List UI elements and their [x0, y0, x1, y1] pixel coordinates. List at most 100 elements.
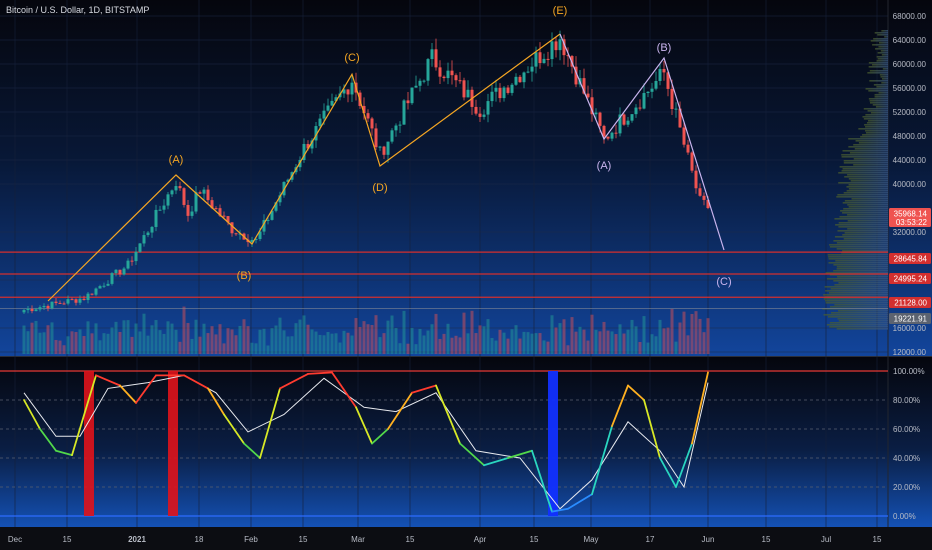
volume-bar [318, 334, 322, 354]
oscillator-line-segment [183, 374, 209, 390]
price-tick-label: 16000.00 [893, 324, 927, 333]
volume-bar [86, 321, 90, 354]
candle-body [518, 76, 522, 83]
profile-bar [837, 276, 888, 278]
candle-body [162, 205, 166, 210]
profile-bar [853, 164, 888, 166]
profile-bar [844, 232, 888, 234]
profile-bar [847, 214, 888, 216]
candle-body [526, 71, 530, 73]
profile-bar [855, 140, 888, 142]
oscillator-line-segment [55, 449, 73, 457]
time-tick-label: Mar [351, 535, 365, 544]
profile-bar [875, 106, 888, 108]
profile-bar [865, 126, 888, 128]
volume-bar [206, 333, 210, 354]
volume-bar [90, 333, 94, 354]
profile-bar [836, 196, 888, 198]
volume-bar [246, 326, 250, 354]
profile-bar [846, 190, 888, 192]
volume-bar [418, 328, 422, 354]
profile-bar [828, 262, 888, 264]
candle-body [238, 233, 242, 235]
candle-body [658, 68, 662, 81]
volume-bar [294, 323, 298, 354]
candle-body [122, 268, 126, 275]
candle-body [182, 188, 186, 205]
candle-body [682, 127, 686, 145]
candle-body [106, 283, 110, 286]
candle-body [50, 301, 54, 309]
volume-bar [42, 332, 46, 354]
price-tick-label: 64000.00 [893, 36, 927, 45]
oscillator-line-segment [591, 425, 613, 496]
candle-body [318, 118, 322, 127]
volume-bar [450, 337, 454, 354]
candle-body [438, 67, 442, 77]
volume-bar [74, 332, 78, 354]
candle-body [498, 87, 502, 99]
volume-bar [366, 324, 370, 354]
profile-bar [878, 42, 888, 44]
volume-bar [378, 337, 382, 354]
volume-bar [238, 325, 242, 354]
chart-title: Bitcoin / U.S. Dollar, 1D, BITSTAMP [6, 5, 149, 15]
candle-body [394, 125, 398, 131]
volume-bar [298, 319, 302, 354]
profile-bar [881, 82, 888, 84]
volume-bars [22, 306, 710, 354]
candle-body [670, 88, 674, 110]
profile-bar [867, 120, 888, 122]
volume-bar [518, 338, 522, 354]
volume-bar [622, 333, 626, 354]
volume-bar [118, 331, 122, 354]
volume-bar [562, 319, 566, 354]
candle-body [62, 303, 66, 305]
volume-bar [554, 327, 558, 354]
time-tick-label: Apr [474, 535, 487, 544]
candle-body [582, 78, 586, 94]
wave-label: (C) [716, 276, 731, 288]
oscillator-axis[interactable]: 100.00% 80.00% 60.00% 40.00% 20.00% 0.00% [893, 367, 925, 521]
profile-bar [836, 268, 888, 270]
candle-body [398, 124, 402, 126]
horizontal-levels[interactable] [0, 251, 888, 310]
profile-bar [879, 74, 888, 76]
profile-bar [838, 282, 888, 284]
profile-bar [877, 34, 888, 36]
volume-bar [426, 330, 430, 354]
candle-body [154, 209, 158, 227]
wave-line-orange[interactable] [47, 33, 561, 302]
elliott-wave-lines[interactable] [47, 33, 725, 302]
volume-bar [286, 336, 290, 354]
profile-bar [837, 318, 888, 320]
candle-body [258, 231, 262, 240]
volume-bar [174, 329, 178, 354]
profile-bar [854, 148, 888, 150]
candlestick-series [22, 30, 710, 315]
price-label-value: 21128.00 [894, 299, 927, 308]
time-axis[interactable]: Dec 15 2021 18 Feb 15 Mar 15 Apr 15 May 17 Jun 15 Jul 1… [8, 535, 882, 544]
volume-bar [586, 340, 590, 354]
candle-body [598, 112, 602, 126]
candle-body [102, 285, 106, 287]
candle-body [130, 260, 134, 262]
price-tick-label: 44000.00 [893, 156, 927, 165]
candle-body [370, 118, 374, 129]
oscillator-line-segment [95, 374, 121, 387]
candle-body [630, 114, 634, 121]
volume-bar [662, 328, 666, 354]
candle-body [650, 88, 654, 92]
candle-body [434, 49, 438, 68]
volume-bar [582, 329, 586, 354]
overbought-zone [168, 371, 178, 516]
volume-bar [302, 315, 306, 354]
candle-body [314, 126, 318, 141]
wave-line-violet[interactable] [559, 33, 725, 251]
profile-bar [838, 226, 888, 228]
profile-bar [828, 256, 888, 258]
candle-body [430, 49, 434, 60]
candle-body [422, 80, 426, 82]
